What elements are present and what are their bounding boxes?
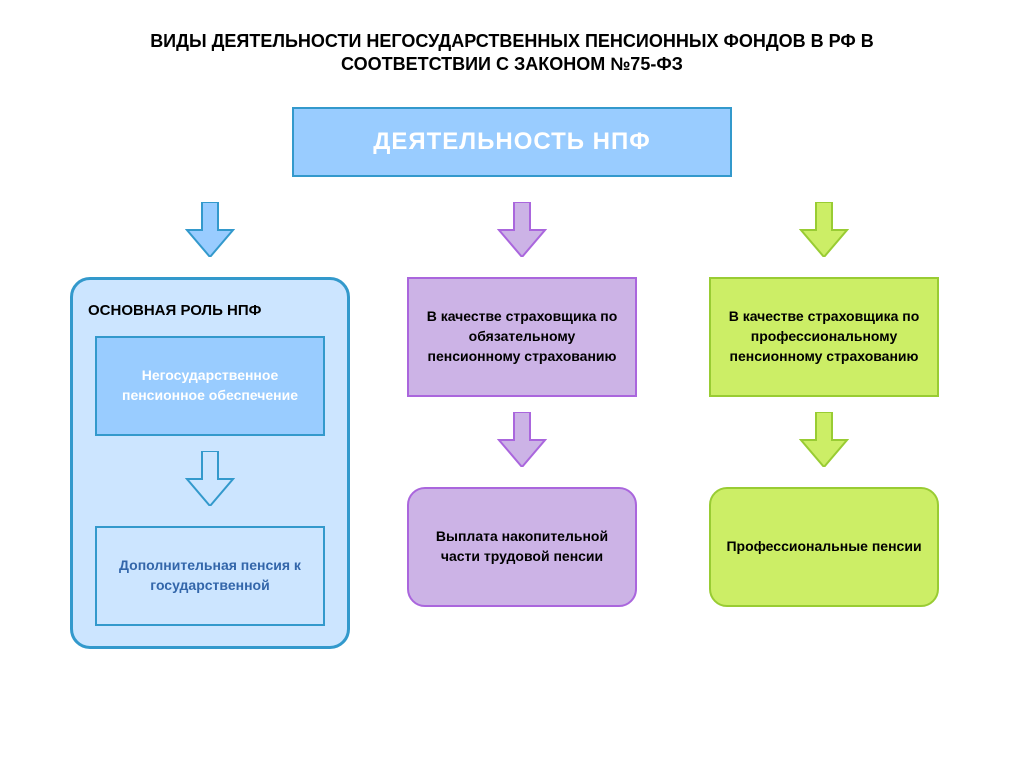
box-npo: Негосударственное пенсионное обеспечение: [95, 336, 325, 436]
arrow-down-icon: [799, 412, 849, 472]
page-title: ВИДЫ ДЕЯТЕЛЬНОСТИ НЕГОСУДАРСТВЕННЫХ ПЕНС…: [0, 0, 1024, 97]
box-mandatory-insurer: В качестве страховщика по обязательному …: [407, 277, 637, 397]
arrow-down-icon: [497, 202, 547, 262]
arrow-down-icon: [185, 451, 235, 511]
column-professional-insurance: В качестве страховщика по профессиональн…: [684, 187, 964, 649]
main-activity-box: ДЕЯТЕЛЬНОСТЬ НПФ: [292, 107, 732, 177]
columns-container: ОСНОВНАЯ РОЛЬ НПФ Негосударственное пенс…: [0, 187, 1024, 649]
role-label: ОСНОВНАЯ РОЛЬ НПФ: [88, 300, 261, 321]
role-container: ОСНОВНАЯ РОЛЬ НПФ Негосударственное пенс…: [70, 277, 350, 649]
box-professional-insurer: В качестве страховщика по профессиональн…: [709, 277, 939, 397]
column-mandatory-insurance: В качестве страховщика по обязательному …: [382, 187, 662, 649]
main-activity-label: ДЕЯТЕЛЬНОСТЬ НПФ: [373, 128, 651, 156]
arrow-down-icon: [185, 202, 235, 262]
box-professional-pensions: Профессиональные пенсии: [709, 487, 939, 607]
arrow-down-icon: [497, 412, 547, 472]
box-additional-pension: Дополнительная пенсия к государственной: [95, 526, 325, 626]
column-main-role: ОСНОВНАЯ РОЛЬ НПФ Негосударственное пенс…: [60, 187, 360, 649]
arrow-down-icon: [799, 202, 849, 262]
box-accumulative-payout: Выплата накопительной части трудовой пен…: [407, 487, 637, 607]
